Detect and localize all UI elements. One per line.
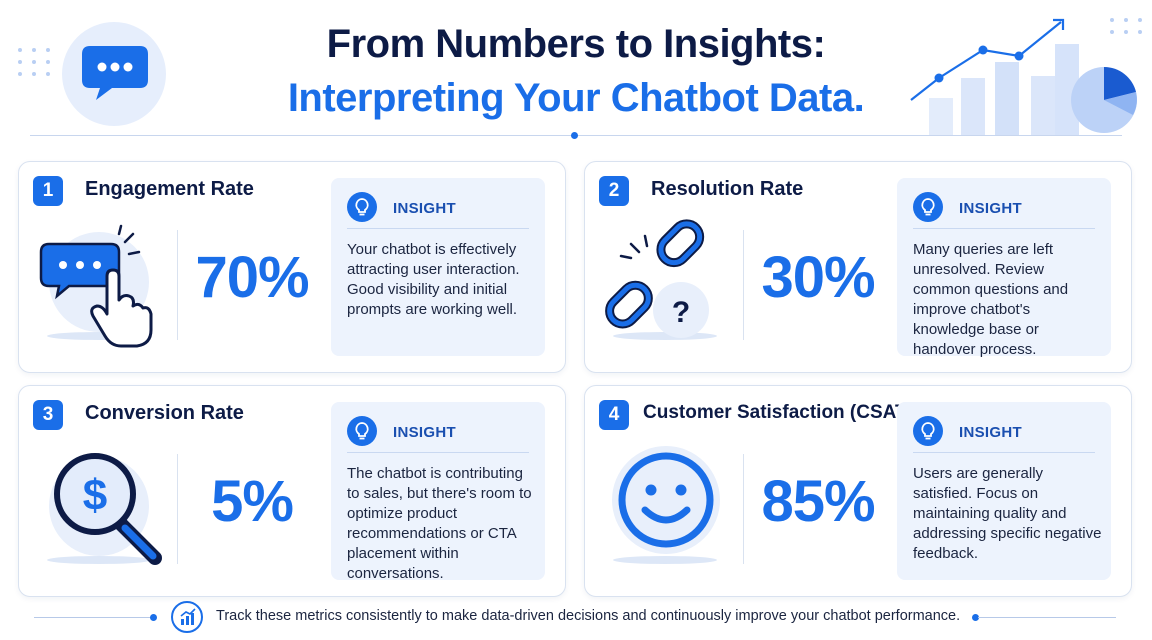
insight-panel: INSIGHT Your chatbot is effectively attr… [331, 178, 545, 356]
metric-value: 30% [761, 245, 875, 310]
footer-divider-dot [972, 614, 979, 621]
metric-number-badge: 1 [33, 176, 63, 206]
metric-title: Conversion Rate [85, 402, 244, 424]
dollar-magnifier-icon: $ [35, 438, 165, 578]
metric-card-engagement-rate: 1 Engagement Rate 70% INSIGHT Your chatb… [18, 161, 566, 373]
lightbulb-icon [347, 416, 377, 446]
insight-divider [347, 228, 529, 229]
footer-divider [34, 617, 152, 618]
smiley-icon [601, 438, 731, 578]
decorative-dot-grid [18, 48, 52, 76]
insight-label: INSIGHT [393, 200, 456, 217]
decorative-dot-grid [1110, 18, 1144, 34]
metric-card-customer-satisfaction: 4 Customer Satisfaction (CSAT) 85% INSIG… [584, 385, 1132, 597]
svg-text:?: ? [672, 296, 690, 329]
metric-title: Resolution Rate [651, 178, 804, 200]
insight-text: Your chatbot is effectively attracting u… [347, 241, 520, 318]
insight-panel: INSIGHT Many queries are left unresolved… [897, 178, 1111, 358]
chat-click-icon [35, 214, 165, 354]
metric-card-conversion-rate: 3 Conversion Rate $ 5% INSIGHT The chatb… [18, 385, 566, 597]
card-divider [177, 454, 178, 564]
insight-divider [913, 452, 1095, 453]
header: From Numbers to Insights: Interpreting Y… [0, 0, 1152, 150]
insight-label: INSIGHT [959, 200, 1022, 217]
insight-text: The chatbot is contributing to sales, bu… [347, 465, 532, 582]
broken-link-question-icon: ? [601, 214, 731, 354]
metric-value: 85% [761, 469, 875, 534]
metric-value: 70% [195, 245, 309, 310]
svg-text:$: $ [83, 471, 107, 520]
insight-label: INSIGHT [393, 424, 456, 441]
card-divider [177, 230, 178, 340]
metric-number-badge: 4 [599, 400, 629, 430]
insight-text: Many queries are left unresolved. Review… [913, 241, 1069, 358]
insight-divider [913, 228, 1095, 229]
page-title: From Numbers to Insights: [326, 22, 826, 66]
metric-card-resolution-rate: 2 Resolution Rate ? 30% INSIGHT Many que… [584, 161, 1132, 373]
bar-chart-icon [171, 601, 203, 633]
card-divider [743, 230, 744, 340]
lightbulb-icon [913, 416, 943, 446]
insight-panel: INSIGHT Users are generally satisfied. F… [897, 402, 1111, 580]
metric-title: Engagement Rate [85, 178, 254, 200]
metric-number-badge: 3 [33, 400, 63, 430]
footer-divider-dot [150, 614, 157, 621]
insight-divider [347, 452, 529, 453]
insight-label: INSIGHT [959, 424, 1022, 441]
metric-title: Customer Satisfaction (CSAT) [643, 402, 913, 423]
page-subtitle: Interpreting Your Chatbot Data. [287, 76, 865, 120]
insight-text: Users are generally satisfied. Focus on … [913, 465, 1102, 562]
metric-value: 5% [211, 469, 294, 534]
growth-chart-icon [910, 18, 1137, 136]
lightbulb-icon [347, 192, 377, 222]
footer-text: Track these metrics consistently to make… [216, 608, 961, 624]
chat-bubble-icon [62, 22, 166, 126]
footer-divider [978, 617, 1116, 618]
header-divider-dot [571, 132, 578, 139]
card-divider [743, 454, 744, 564]
lightbulb-icon [913, 192, 943, 222]
metric-number-badge: 2 [599, 176, 629, 206]
insight-panel: INSIGHT The chatbot is contributing to s… [331, 402, 545, 582]
